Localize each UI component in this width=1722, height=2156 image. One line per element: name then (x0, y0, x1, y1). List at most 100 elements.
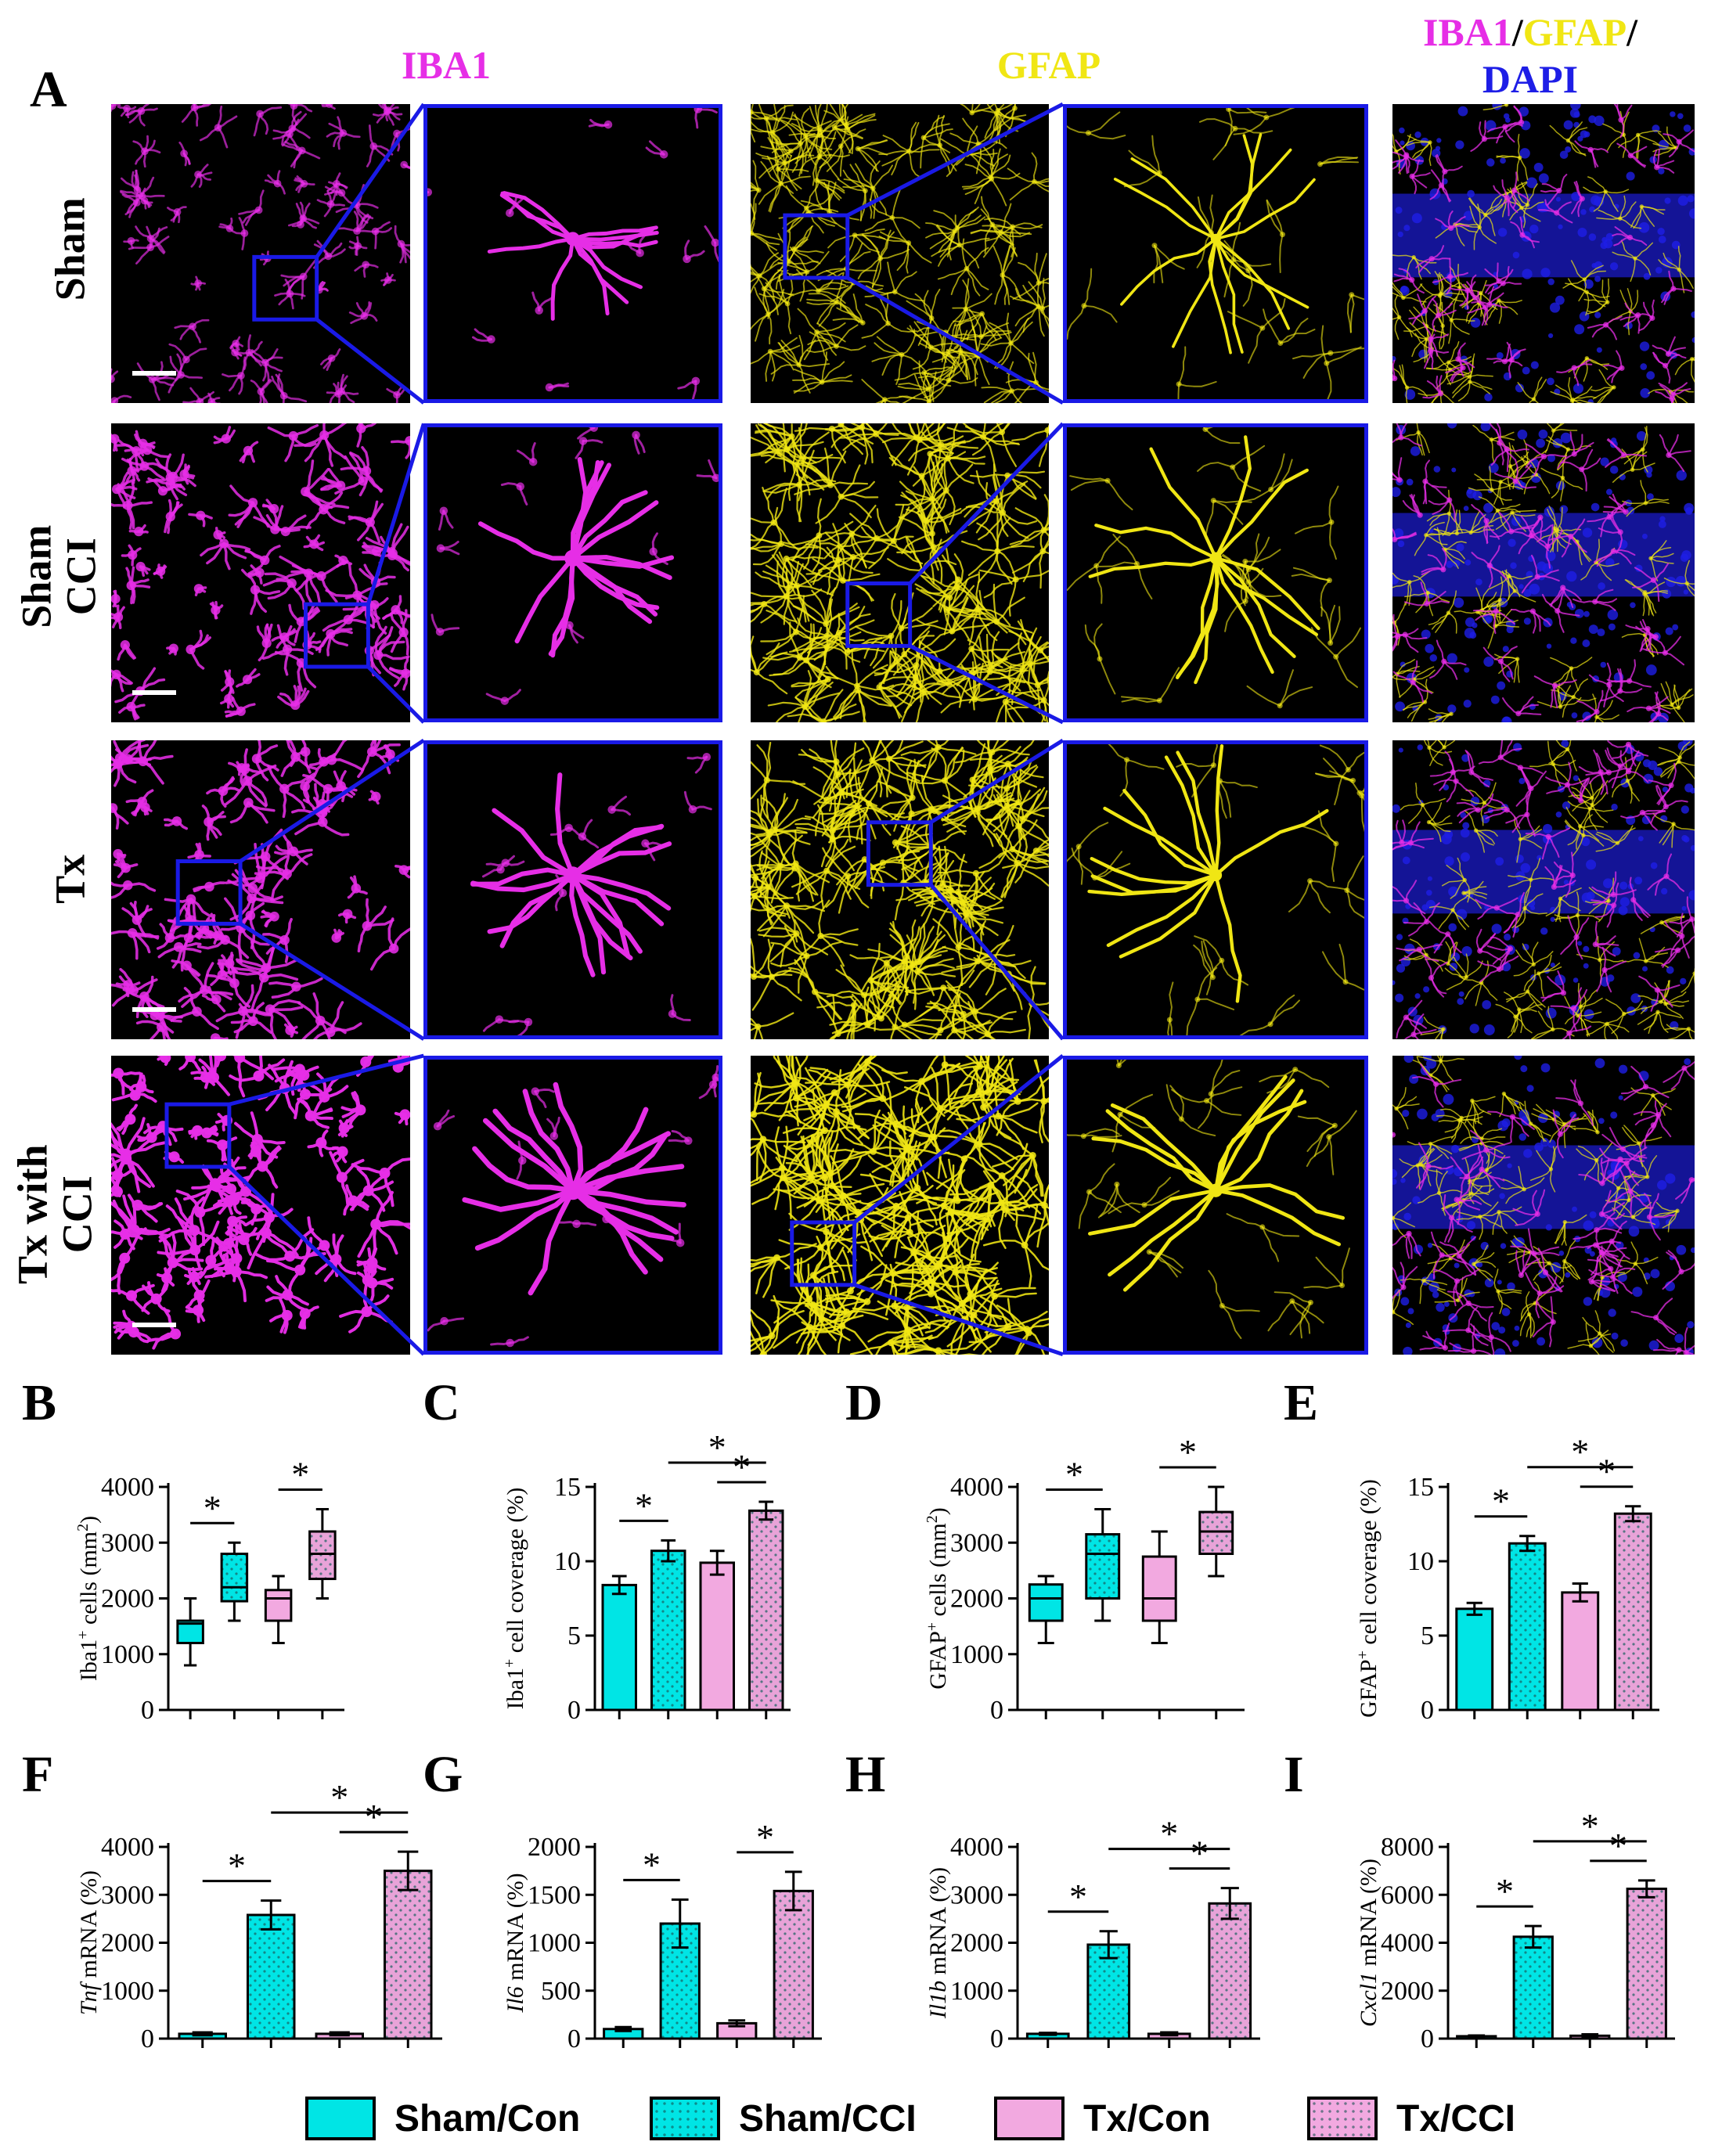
micrograph-row4-merge (1392, 1056, 1695, 1355)
y-tick-label: 4000 (950, 1473, 1003, 1502)
panel-letter-e: E (1284, 1374, 1319, 1431)
merge-title-sep1: / (1511, 10, 1523, 54)
box-whisker (228, 1541, 241, 1622)
box-whisker (1037, 1575, 1054, 1644)
error-bar (261, 1899, 282, 1931)
legend-swatch (1307, 2097, 1378, 2140)
column-title-merge: IBA1/GFAP/ (1366, 13, 1695, 52)
bar-sham-con (1455, 1607, 1494, 1711)
y-tick-label: 1000 (950, 1977, 1003, 2006)
legend-label: Sham/Con (394, 2097, 581, 2140)
box-tx-con (264, 1589, 293, 1622)
column-title-dapi: DAPI (1482, 57, 1579, 101)
bar-tx-con (699, 1561, 735, 1711)
significance-star: * (756, 1817, 774, 1857)
micrograph-row4-iba1-inset (423, 1056, 722, 1355)
y-tick-label: 4000 (950, 1833, 1003, 1862)
micrograph-row2-iba1-inset (423, 423, 722, 722)
row-label-tx: Tx (47, 785, 94, 973)
significance-star: * (1069, 1877, 1087, 1917)
bar-sham-cci (1508, 1542, 1547, 1711)
bar-tx-cci (384, 1870, 433, 2040)
bar-tx-cci (773, 1889, 814, 2040)
y-tick-label: 1500 (528, 1881, 581, 1909)
error-bar (1524, 1924, 1542, 1949)
bar-tx-cci (1613, 1512, 1652, 1711)
row-label-line2: CCI (53, 1175, 100, 1254)
legend-label: Tx/Con (1083, 2097, 1211, 2140)
significance-star: * (1065, 1455, 1083, 1495)
legend-item-tx-con: Tx/Con (994, 2091, 1211, 2146)
y-tick-label: 2000 (1381, 1977, 1434, 2006)
merge-title-iba1: IBA1 (1422, 10, 1512, 54)
legend-item-sham-con: Sham/Con (305, 2091, 580, 2146)
micrograph-row1-iba1-overview (111, 104, 410, 403)
y-axis-label: Iba1+ cells (mm2) (74, 1516, 102, 1681)
row-label-sham-cci: Sham CCI (13, 483, 104, 671)
y-tick-label: 15 (1407, 1473, 1434, 1502)
error-bar (329, 2031, 350, 2037)
scale-bar (131, 690, 177, 696)
bar-tx-cci (748, 1509, 784, 1711)
box-whisker (315, 1508, 330, 1600)
row-label-line1: Sham (13, 524, 60, 628)
error-bar (728, 2019, 746, 2028)
y-axis-label: GFAP+ cells (mm2) (924, 1507, 951, 1689)
panel-letter-g: G (423, 1746, 463, 1803)
bar-tx-cci (1626, 1888, 1667, 2040)
row-label-line1: Sham (46, 197, 94, 301)
y-tick-label: 3000 (101, 1528, 154, 1557)
micrograph-row1-gfap-inset (1062, 104, 1369, 403)
y-tick-label: 0 (141, 1696, 154, 1725)
box-whisker (272, 1575, 285, 1644)
micrograph-row3-merge (1392, 740, 1695, 1039)
panel-letter-c: C (423, 1374, 460, 1431)
panel-letter-b: B (22, 1374, 57, 1431)
chart-panel-i: Cxcl1 mRNA (%) 0 2000 4000 6000 8000 * * * (1354, 1800, 1683, 2070)
y-tick-label: 500 (541, 1977, 581, 2006)
y-tick-label: 0 (567, 2025, 581, 2053)
chart-panel-c: Iba1+ cell coverage (%) 0 5 10 15 * * * (501, 1427, 798, 1741)
significance-star: * (1160, 1814, 1178, 1854)
chart-panel-h: Il1b mRNA (%) 0 1000 2000 3000 4000 * * * (924, 1800, 1268, 2070)
bar-sham-cci (1086, 1943, 1131, 2040)
column-title-iba1: IBA1 (402, 43, 491, 87)
y-tick-label: 4000 (101, 1473, 154, 1502)
panel-letter-h: H (845, 1746, 886, 1803)
y-tick-label: 0 (567, 1696, 581, 1725)
error-bar (1039, 2032, 1057, 2036)
box-whisker (1208, 1485, 1225, 1578)
column-title-gfap: GFAP (996, 43, 1101, 87)
chart-panel-e: GFAP+ cell coverage (%) 0 5 10 15 * * * (1354, 1432, 1667, 1741)
error-bar (192, 2031, 213, 2037)
panel-letter-a: A (30, 61, 67, 118)
legend-swatch (305, 2097, 376, 2140)
y-tick-label: 8000 (1381, 1833, 1434, 1862)
significance-star: * (1609, 1826, 1627, 1866)
chart-panel-d: GFAP+ cells (mm2) 0 1000 2000 3000 4000 * * (924, 1432, 1252, 1741)
error-bar (1466, 1601, 1482, 1616)
error-bar (1099, 1930, 1118, 1960)
row-label-line1: Tx with (9, 1144, 56, 1284)
micrograph-row3-gfap-overview (750, 740, 1050, 1039)
significance-star: * (643, 1845, 661, 1884)
significance-star: * (1191, 1834, 1209, 1873)
box-whisker (1151, 1530, 1168, 1644)
box-tx-cci (1198, 1510, 1234, 1555)
micrograph-row1-merge (1392, 104, 1695, 403)
bar-sham-cci (247, 1913, 296, 2040)
y-tick-label: 10 (554, 1547, 581, 1576)
y-tick-label: 2000 (950, 1585, 1003, 1614)
micrograph-row3-gfap-inset (1062, 740, 1369, 1039)
y-tick-label: 5 (567, 1621, 581, 1650)
micrograph-row2-gfap-inset (1062, 423, 1369, 722)
significance-star: * (708, 1427, 726, 1467)
y-tick-label: 10 (1407, 1547, 1434, 1576)
scale-bar (131, 1322, 177, 1327)
chart-panel-f: Tnf mRNA (%) 0 1000 2000 3000 4000 * * * (74, 1777, 450, 2070)
merge-title-gfap: GFAP (1522, 10, 1627, 54)
panel-letter-d: D (845, 1374, 883, 1431)
y-tick-label: 1000 (950, 1640, 1003, 1669)
box-sham-con (1028, 1583, 1064, 1622)
legend-swatch (994, 2097, 1065, 2140)
